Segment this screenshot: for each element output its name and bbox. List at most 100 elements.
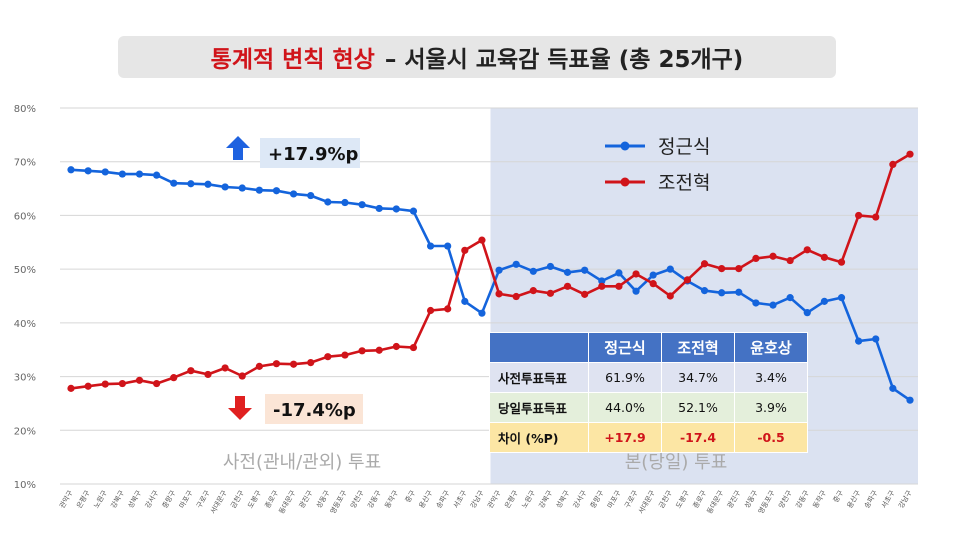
x-tick-label: 관악구 xyxy=(57,488,75,510)
jung-series-point xyxy=(512,260,520,268)
y-tick-label: 30% xyxy=(14,373,36,384)
x-tick-label: 광진구 xyxy=(297,488,315,510)
table-header: 조전혁 xyxy=(661,332,735,363)
y-tick-label: 50% xyxy=(14,265,36,276)
row-label: 당일투표득표 xyxy=(489,392,589,423)
x-tick-label: 용산구 xyxy=(845,488,863,510)
jung-series-point xyxy=(495,266,503,274)
jo-series-point xyxy=(478,236,486,244)
x-tick-label: 동대문구 xyxy=(706,489,726,516)
x-tick-label: 서대문구 xyxy=(208,488,229,515)
up-value-label: +17.9%p xyxy=(268,144,359,165)
jung-series-point xyxy=(889,384,897,392)
jung-series-point xyxy=(341,198,349,207)
x-tick-label: 동작구 xyxy=(383,488,401,510)
x-tick-label: 도봉구 xyxy=(246,489,263,510)
table-cell: -17.4 xyxy=(661,422,735,453)
jo-series-point xyxy=(563,282,572,290)
jung-series-point xyxy=(581,266,589,274)
y-axis: 10% 20% 30% 40% 50% 60% 70% 80% xyxy=(14,104,36,491)
jo-series-point xyxy=(649,280,657,288)
jung-series-point xyxy=(135,170,144,178)
jo-series-point xyxy=(598,282,606,290)
jo-series-point xyxy=(135,376,144,384)
jo-series-point xyxy=(752,254,760,262)
jung-series-point xyxy=(529,267,537,275)
jung-series-point xyxy=(118,170,126,178)
legend-label-jung: 정근식 xyxy=(658,136,710,158)
y-tick-label: 60% xyxy=(14,211,36,222)
table-cell: -0.5 xyxy=(734,422,808,453)
table-cell: +17.9 xyxy=(588,422,662,453)
jung-series-point xyxy=(735,288,743,296)
jung-series-point xyxy=(598,277,606,285)
jung-series-point xyxy=(255,186,263,194)
jo-series-point xyxy=(272,360,281,368)
up-value-box xyxy=(260,138,360,168)
x-tick-label: 마포구 xyxy=(177,488,195,510)
jo-series-point xyxy=(718,265,726,273)
x-tick-label: 양천구 xyxy=(776,488,794,510)
jung-series-point xyxy=(461,297,469,305)
x-tick-label: 강서구 xyxy=(143,488,161,510)
jo-series-point xyxy=(324,353,332,361)
x-tick-label: 송파구 xyxy=(434,488,452,510)
jung-series-point xyxy=(358,201,366,209)
jung-series-point xyxy=(855,337,863,345)
jung-series-point xyxy=(820,297,828,305)
y-tick-label: 20% xyxy=(14,426,36,437)
jo-series-point xyxy=(444,305,452,313)
jung-series-point xyxy=(649,271,657,279)
jung-series-point xyxy=(752,299,760,307)
jung-series-point xyxy=(444,242,452,250)
x-tick-label: 중랑구 xyxy=(589,489,606,510)
jung-series-point xyxy=(632,287,640,295)
jung-series-point xyxy=(67,166,75,174)
jung-series-point xyxy=(272,187,281,195)
jung-series-point xyxy=(666,265,674,273)
jung-series-point xyxy=(478,309,486,317)
jo-series-point xyxy=(426,306,435,315)
jo-series-point xyxy=(341,351,349,359)
jo-series-point xyxy=(872,213,880,221)
jo-series-point xyxy=(906,150,914,158)
y-tick-label: 10% xyxy=(14,480,36,491)
x-tick-label: 마포구 xyxy=(605,488,623,510)
x-tick-label: 성동구 xyxy=(314,488,332,510)
title-rest: – 서울시 교육감 득표율 (총 25개구) xyxy=(384,47,744,73)
jo-series-point xyxy=(409,343,418,352)
x-tick-label: 강남구 xyxy=(896,488,914,510)
jung-series-point xyxy=(718,289,726,297)
series-layer xyxy=(67,150,914,404)
x-tick-label: 강북구 xyxy=(109,488,127,510)
jo-series-point xyxy=(495,290,503,298)
jo-series-point xyxy=(101,380,109,388)
jo-series-point xyxy=(238,372,246,380)
row-label: 사전투표득표 xyxy=(489,362,589,393)
jung-series-point xyxy=(872,335,880,343)
jo-series-point xyxy=(546,289,555,297)
jung-series-point xyxy=(187,180,195,188)
x-tick-label: 성북구 xyxy=(554,488,572,510)
jo-series-point xyxy=(581,290,589,298)
x-tick-label: 금천구 xyxy=(657,488,675,510)
jung-series-point xyxy=(221,183,229,191)
jung-series-point xyxy=(324,198,332,206)
jung-series-point xyxy=(906,396,914,404)
x-tick-label: 서대문구 xyxy=(636,488,657,515)
jung-series-point xyxy=(392,205,400,213)
x-tick-label: 종로구 xyxy=(264,489,281,510)
x-tick-label: 성동구 xyxy=(742,488,760,510)
jung-series-point xyxy=(238,184,246,192)
legend-label-jo: 조전혁 xyxy=(658,172,710,194)
x-tick-label: 강서구 xyxy=(571,488,589,510)
x-tick-label: 은평구 xyxy=(502,488,520,510)
jo-series-point xyxy=(221,364,229,372)
jung-series-point xyxy=(204,180,212,188)
jung-series-point xyxy=(375,204,383,213)
y-tick-label: 40% xyxy=(14,319,36,330)
jung-series-point xyxy=(153,171,161,179)
jo-series-point xyxy=(889,160,897,168)
table-cell: 44.0% xyxy=(588,392,662,423)
